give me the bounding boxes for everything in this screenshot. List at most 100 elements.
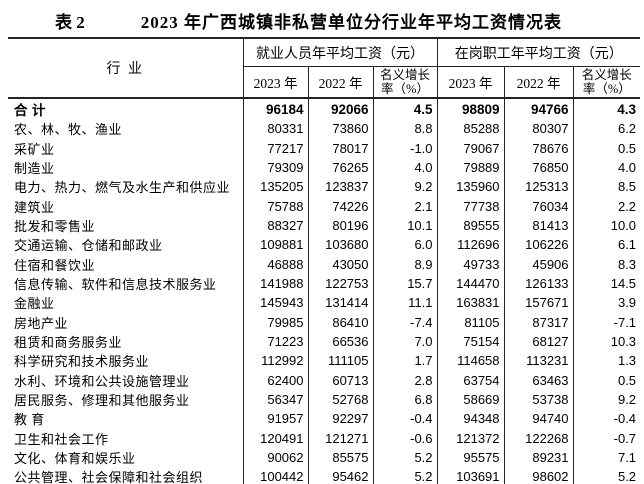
emp-2022-cell: 123837	[307, 177, 373, 197]
table-row: 制造业 79309 76265 4.0 79889 76850 4.0	[8, 157, 641, 178]
staff-2023-cell: 114658	[436, 351, 505, 371]
emp-2023-header: 2023 年	[242, 66, 308, 99]
staff-2023-cell: 63754	[436, 370, 505, 390]
staff-growth-header-line2: 率（%）	[582, 82, 631, 96]
industry-cell: 水利、环境和公共设施管理业	[14, 373, 190, 389]
emp-2022-cell: 78017	[307, 138, 373, 158]
emp-2023-cell: 80331	[242, 119, 308, 139]
emp-2022-cell: 131414	[307, 293, 373, 313]
staff-2023-cell: 79067	[436, 138, 505, 158]
emp-2022-cell: 92066	[307, 98, 373, 119]
staff-2023-cell: 103691	[436, 467, 505, 484]
emp-2023-cell: 79985	[242, 312, 308, 332]
emp-2023-cell: 90062	[242, 447, 308, 468]
emp-growth-header: 名义增长 率（%）	[372, 66, 438, 99]
staff-2022-cell: 94740	[503, 409, 574, 429]
emp-2023-cell: 56347	[242, 389, 308, 410]
emp-2023-cell: 62400	[242, 370, 308, 390]
emp-growth-cell: 15.7	[372, 273, 438, 294]
staff-growth-cell: 3.9	[572, 293, 641, 313]
staff-growth-cell: -7.1	[572, 312, 641, 332]
industry-cell: 金融业	[14, 296, 55, 312]
staff-2023-cell: 112696	[436, 235, 505, 255]
staff-growth-cell: 6.2	[572, 119, 641, 139]
table-row: 水利、环境和公共设施管理业 62400 60713 2.8 63754 6346…	[8, 370, 641, 390]
industry-cell: 批发和零售业	[14, 218, 96, 234]
emp-growth-cell: 9.2	[372, 177, 438, 197]
table-row: 金融业 145943 131414 11.1 163831 157671 3.9	[8, 293, 641, 313]
emp-growth-cell: 4.0	[372, 157, 438, 178]
staff-growth-cell: 14.5	[572, 273, 641, 294]
emp-2023-cell: 75788	[242, 196, 308, 216]
emp-growth-cell: 7.0	[372, 331, 438, 352]
emp-growth-header-line2: 率（%）	[381, 82, 429, 96]
staff-growth-cell: 2.2	[572, 196, 641, 216]
staff-2023-cell: 77738	[436, 196, 505, 216]
staff-2022-cell: 106226	[503, 235, 574, 255]
emp-growth-cell: -0.4	[372, 409, 438, 429]
staff-2022-cell: 76034	[503, 196, 574, 216]
table-number-label: 表 2	[55, 13, 85, 32]
staff-growth-cell: 8.3	[572, 254, 641, 274]
emp-2023-cell: 120491	[242, 428, 308, 448]
emp-2023-cell: 145943	[242, 293, 308, 313]
industry-cell: 住宿和餐饮业	[14, 257, 96, 273]
staff-growth-cell: 10.0	[572, 215, 641, 236]
staff-growth-cell: 9.2	[572, 389, 641, 410]
staff-growth-cell: 6.1	[572, 235, 641, 255]
table-row: 交通运输、仓储和邮政业 109881 103680 6.0 112696 106…	[8, 235, 641, 255]
table-title-text: 2023 年广西城镇非私营单位分行业年平均工资情况表	[140, 13, 562, 32]
emp-growth-cell: -0.6	[372, 428, 438, 448]
table-row: 租赁和商务服务业 71223 66536 7.0 75154 68127 10.…	[8, 331, 641, 352]
emp-2023-cell: 77217	[242, 138, 308, 158]
staff-2022-header: 2022 年	[503, 66, 574, 99]
staff-2022-cell: 122268	[503, 428, 574, 448]
emp-growth-cell: -7.4	[372, 312, 438, 332]
industry-cell: 信息传输、软件和信息技术服务业	[14, 276, 217, 292]
industry-cell: 教 育	[14, 412, 45, 428]
emp-2023-cell: 96184	[242, 98, 308, 119]
emp-2022-cell: 122753	[307, 273, 373, 294]
emp-2023-cell: 135205	[242, 177, 308, 197]
staff-growth-cell: 4.3	[572, 98, 641, 119]
staff-2022-cell: 45906	[503, 254, 574, 274]
industry-cell: 农、林、牧、渔业	[14, 122, 123, 138]
emp-2022-cell: 95462	[307, 467, 373, 484]
staff-2023-cell: 89555	[436, 215, 505, 236]
emp-growth-cell: 4.5	[372, 98, 438, 119]
staff-growth-cell: -0.7	[572, 428, 641, 448]
table-row: 合 计 96184 92066 4.5 98809 94766 4.3	[8, 98, 641, 119]
staff-2023-cell: 95575	[436, 447, 505, 468]
emp-2022-cell: 86410	[307, 312, 373, 332]
emp-2022-cell: 111105	[307, 351, 373, 371]
header-group-row: 行 业 就业人员年平均工资（元） 在岗职工年平均工资（元）	[8, 38, 641, 99]
emp-2023-cell: 79309	[242, 157, 308, 178]
staff-growth-cell: 5.2	[572, 467, 641, 484]
staff-2022-cell: 94766	[503, 98, 574, 119]
staff-growth-cell: 1.3	[572, 351, 641, 371]
staff-2023-cell: 85288	[436, 119, 505, 139]
table-header: 行 业 就业人员年平均工资（元） 在岗职工年平均工资（元） 2023 年 202…	[8, 38, 641, 99]
emp-2023-cell: 109881	[242, 235, 308, 255]
staff-growth-cell: -0.4	[572, 409, 641, 429]
emp-2022-cell: 80196	[307, 215, 373, 236]
emp-2022-cell: 60713	[307, 370, 373, 390]
emp-growth-cell: 8.8	[372, 119, 438, 139]
staff-2023-cell: 81105	[436, 312, 505, 332]
emp-2022-cell: 103680	[307, 235, 373, 255]
staff-growth-header: 名义增长 率（%）	[572, 66, 641, 99]
table-row: 建筑业 75788 74226 2.1 77738 76034 2.2	[8, 196, 641, 216]
industry-cell: 合 计	[14, 103, 46, 118]
staff-2022-cell: 63463	[503, 370, 574, 390]
emp-2022-cell: 76265	[307, 157, 373, 178]
emp-growth-cell: 8.9	[372, 254, 438, 274]
industry-cell: 房地产业	[14, 315, 69, 331]
emp-2023-cell: 46888	[242, 254, 308, 274]
staff-2022-cell: 89231	[503, 447, 574, 468]
table-row: 公共管理、社会保障和社会组织 100442 95462 5.2 103691 9…	[8, 467, 641, 484]
staff-growth-cell: 7.1	[572, 447, 641, 468]
staff-2022-cell: 76850	[503, 157, 574, 178]
table-body: 合 计 96184 92066 4.5 98809 94766 4.3 农、林、…	[8, 98, 641, 484]
industry-cell: 租赁和商务服务业	[14, 334, 123, 350]
emp-2022-cell: 85575	[307, 447, 373, 468]
